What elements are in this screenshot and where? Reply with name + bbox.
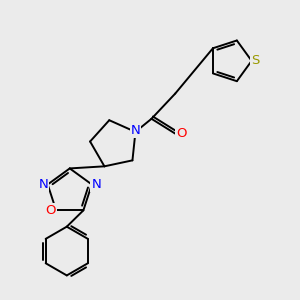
Text: S: S [251,54,260,67]
Text: N: N [38,178,48,191]
Text: O: O [177,127,187,140]
Text: O: O [46,204,56,217]
Text: N: N [92,178,101,191]
Text: N: N [130,124,140,136]
